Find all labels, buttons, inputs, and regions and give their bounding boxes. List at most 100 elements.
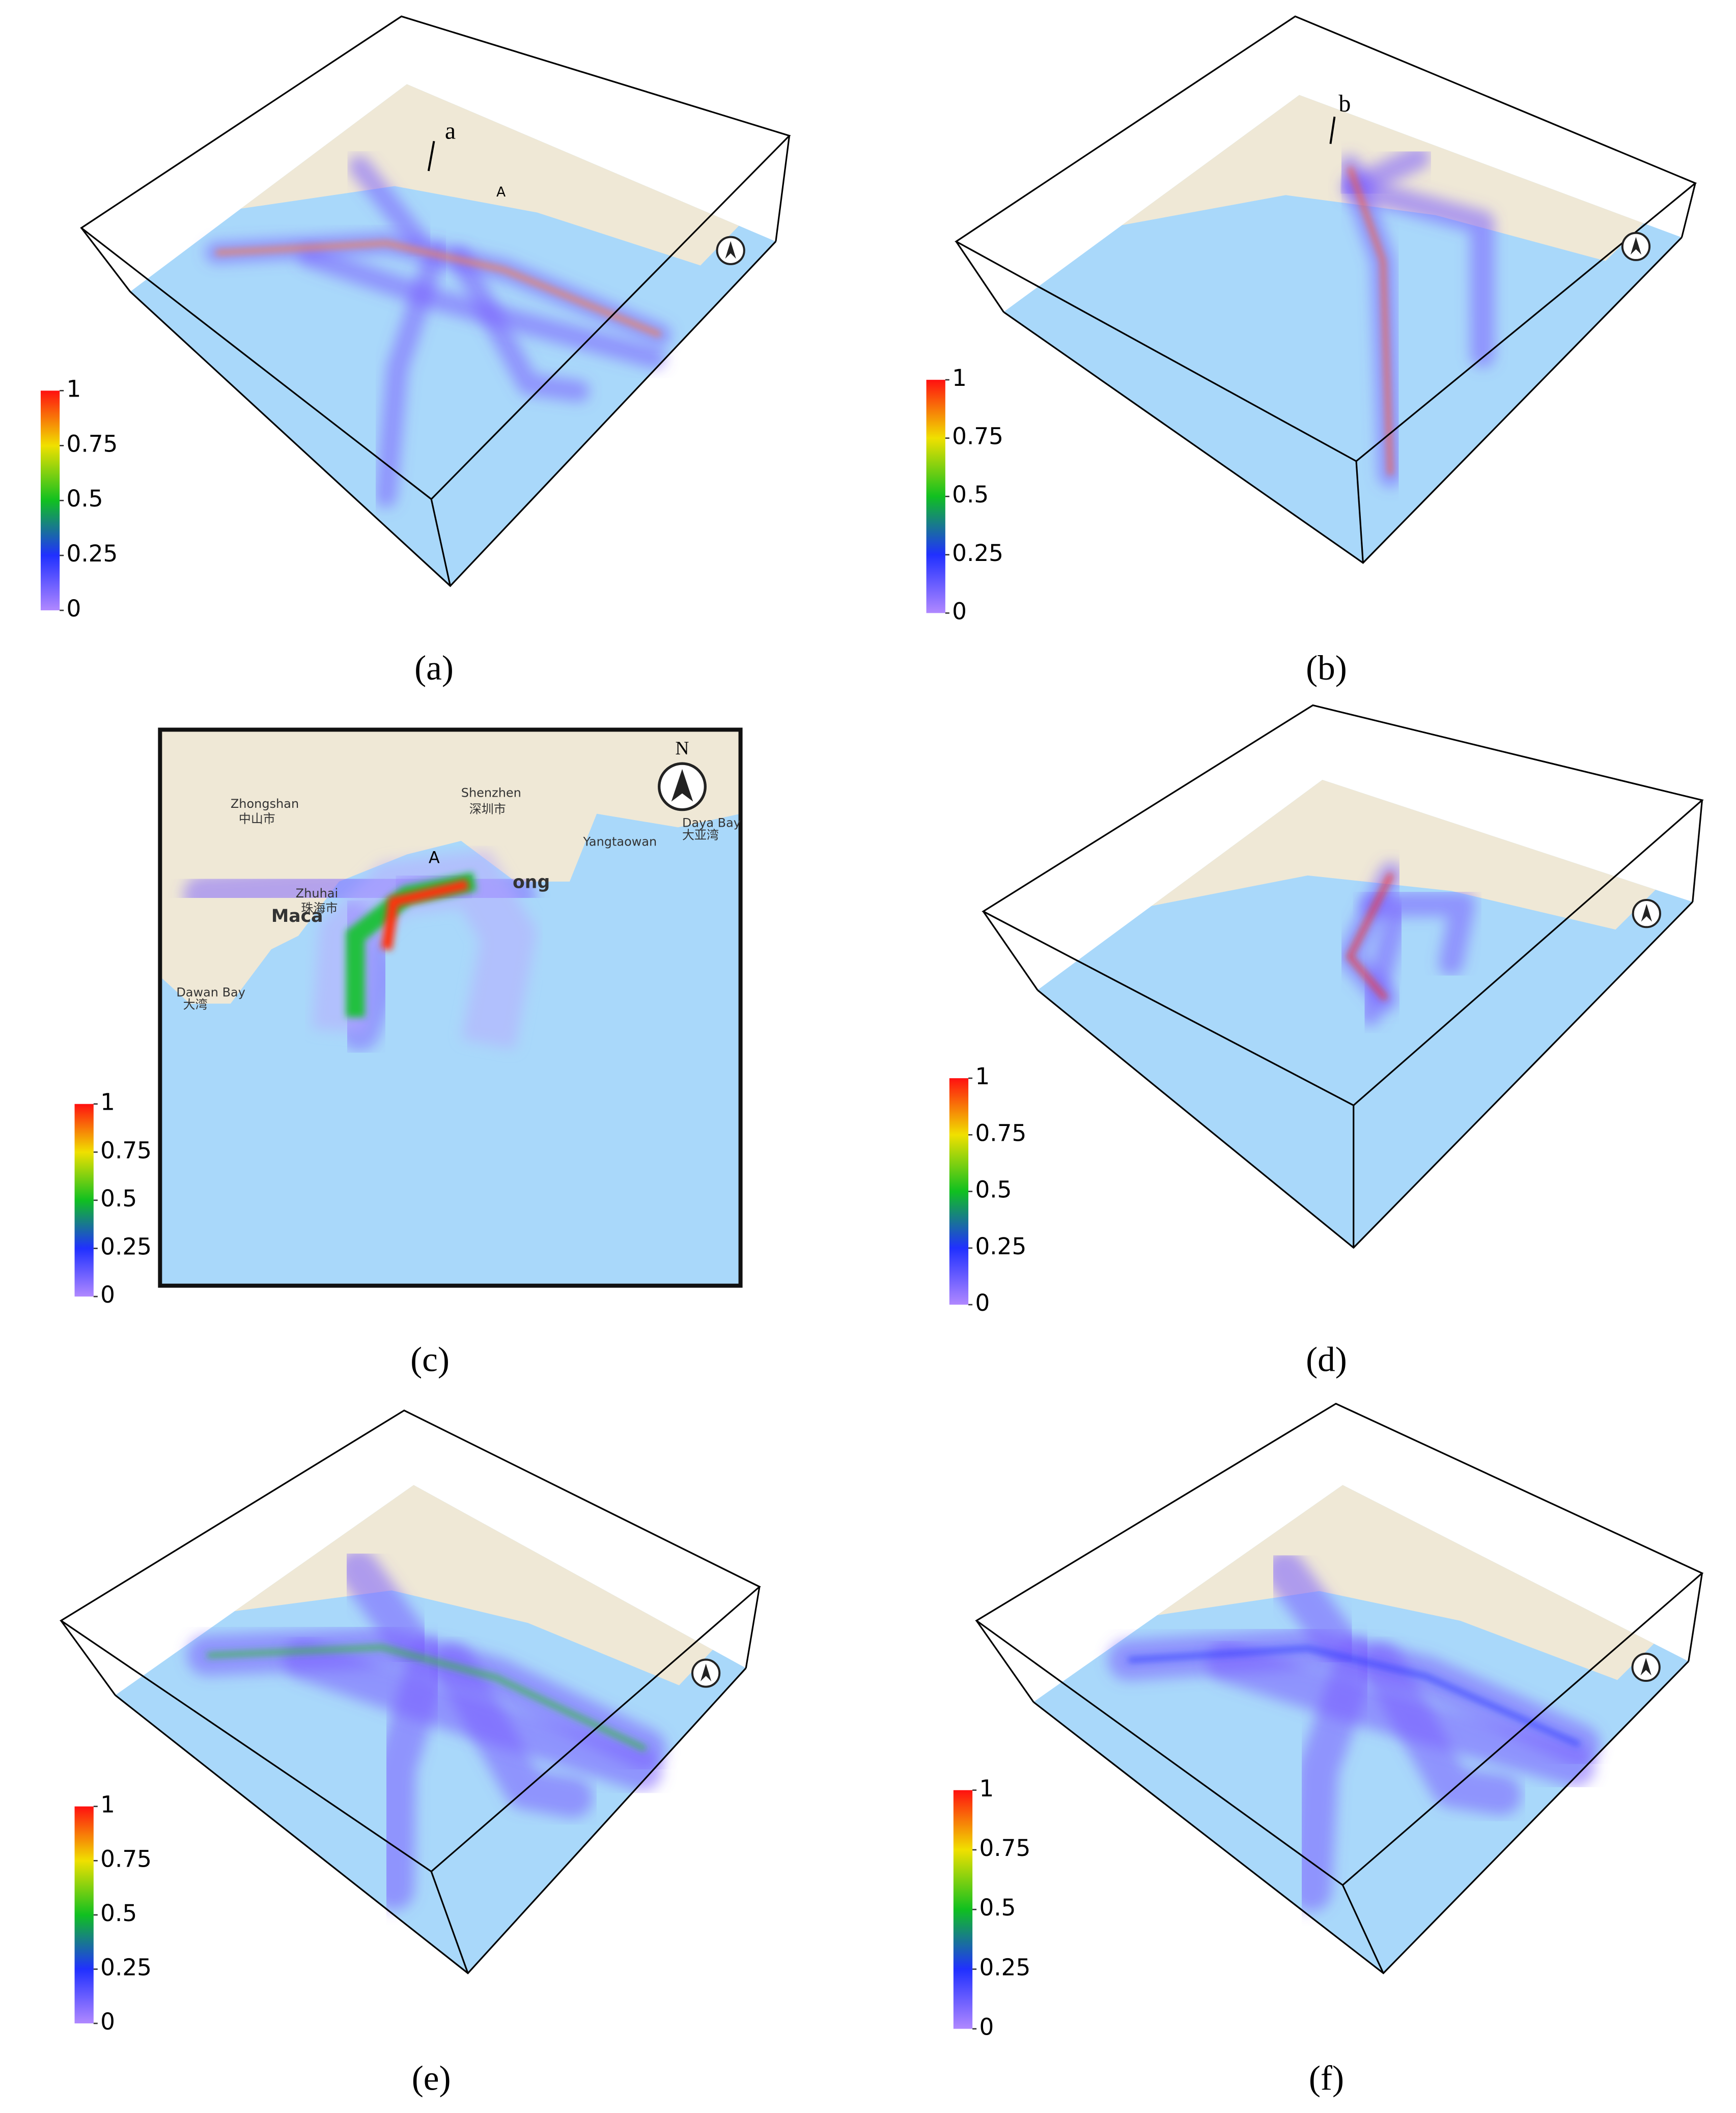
map-label: Dawan Bay (176, 985, 245, 999)
colorbar-tick-label: 0.75 (67, 430, 118, 457)
density-band (1359, 891, 1475, 976)
colorbar-tick-label: 0.5 (67, 485, 103, 512)
panel-box (982, 704, 1704, 1249)
floor-land (1151, 780, 1656, 930)
annotation: A (429, 848, 440, 867)
compass-arrow (1641, 904, 1652, 922)
colorbar (74, 1806, 94, 2023)
floor-land (1157, 1485, 1654, 1680)
box-edge (1355, 461, 1364, 563)
colorbar-tick-label: 1 (975, 1063, 990, 1090)
density-core (215, 240, 662, 337)
colorbar (926, 380, 945, 613)
map-frame (158, 727, 743, 1288)
map-label: Maca (271, 906, 323, 926)
box-edge (80, 227, 131, 292)
density-core (207, 1644, 647, 1752)
box-edge (975, 1620, 1034, 1703)
colorbar-tick-label: 0.75 (100, 1845, 152, 1872)
box-edge (745, 1586, 761, 1669)
panel-box (975, 1402, 1704, 1975)
panel-caption: (c) (410, 1339, 450, 1378)
map-label: 深圳市 (469, 802, 506, 816)
colorbar-tick-label: 0 (979, 2014, 994, 2041)
annotation-arrow (427, 140, 435, 172)
colorbar (953, 1790, 973, 2029)
box-edge (775, 135, 791, 242)
colorbar-tick-label: 0.75 (975, 1119, 1026, 1146)
colorbar-tick-label: 0.25 (952, 540, 1003, 567)
colorbar-tick-label: 0 (975, 1289, 990, 1316)
panel-box (80, 15, 791, 587)
colorbar-tick-label: 0.25 (975, 1233, 1026, 1260)
floor-land (241, 84, 739, 266)
density-band (1341, 175, 1495, 368)
colorbar-tick-label: 1 (67, 375, 81, 402)
annotation: a (445, 117, 456, 144)
box-edge (955, 241, 1004, 313)
colorbar-tick-label: 0.25 (67, 540, 118, 567)
panel-caption: (d) (1306, 1339, 1347, 1378)
floor-land (234, 1485, 713, 1685)
density-core (1347, 872, 1394, 1001)
colorbar (74, 1104, 94, 1297)
panel-caption: (b) (1306, 648, 1347, 687)
colorbar-tick-label: 1 (100, 1089, 115, 1116)
annotation: b (1338, 90, 1351, 117)
density-band (298, 245, 666, 369)
panel-box (59, 1409, 761, 1975)
panel-box (955, 15, 1697, 564)
map-label: Daya Bay (682, 815, 741, 830)
compass-arrow (1640, 1657, 1651, 1676)
colorbar-tick-label: 0.25 (979, 1954, 1030, 1981)
colorbar-tick-label: 0.5 (975, 1176, 1012, 1203)
map-label: Yangtaowan (583, 835, 657, 849)
annotation: N (676, 738, 689, 759)
box-edge (60, 1620, 116, 1696)
colorbar-tick-label: 0 (100, 2008, 115, 2035)
compass-arrow (725, 241, 736, 259)
map-label: Zhuhai (296, 886, 338, 900)
compass-arrow (700, 1664, 712, 1681)
colorbar-tick-label: 0.25 (100, 1233, 152, 1260)
colorbar-tick-label: 0 (100, 1281, 115, 1308)
colorbar-tick-label: 0.25 (100, 1954, 152, 1981)
density-core (1128, 1645, 1581, 1748)
colorbar-tick-label: 0 (67, 595, 81, 622)
annotation-arrow (1329, 117, 1336, 144)
map-land (160, 729, 741, 1004)
map-label: ong (513, 872, 550, 893)
box-edge (1341, 1884, 1384, 1974)
density-band (1264, 1550, 1361, 1668)
colorbar-tick-label: 0.5 (979, 1894, 1016, 1921)
density-band (1341, 145, 1431, 200)
density-band (348, 155, 430, 252)
colorbar (949, 1078, 969, 1305)
panel-caption: (f) (1309, 2058, 1344, 2097)
annotation: A (496, 184, 506, 200)
density-band (1357, 904, 1409, 1026)
colorbar-tick-label: 1 (979, 1775, 994, 1802)
colorbar-tick-label: 0.5 (100, 1185, 137, 1212)
compass-arrow (671, 769, 693, 802)
density-band (449, 246, 590, 402)
panel-caption: (e) (412, 2058, 451, 2097)
colorbar-tick-label: 0 (952, 598, 967, 625)
colorbar-tick-label: 0.75 (979, 1835, 1030, 1862)
box-edge (1688, 1573, 1703, 1661)
colorbar-tick-label: 0.5 (952, 481, 989, 508)
density-core (1347, 166, 1393, 475)
map-label: 珠海市 (301, 901, 338, 915)
colorbar-tick-label: 0.75 (952, 423, 1003, 450)
box-edge (430, 499, 452, 586)
density-core (381, 879, 469, 950)
map-label: 中山市 (239, 811, 275, 826)
colorbar (40, 390, 60, 611)
box-edge (1681, 183, 1696, 238)
panel-caption: (a) (414, 648, 454, 687)
colorbar-tick-label: 0.75 (100, 1137, 152, 1164)
colorbar-tick-label: 0.5 (100, 1900, 137, 1927)
box-edge (1692, 800, 1703, 902)
